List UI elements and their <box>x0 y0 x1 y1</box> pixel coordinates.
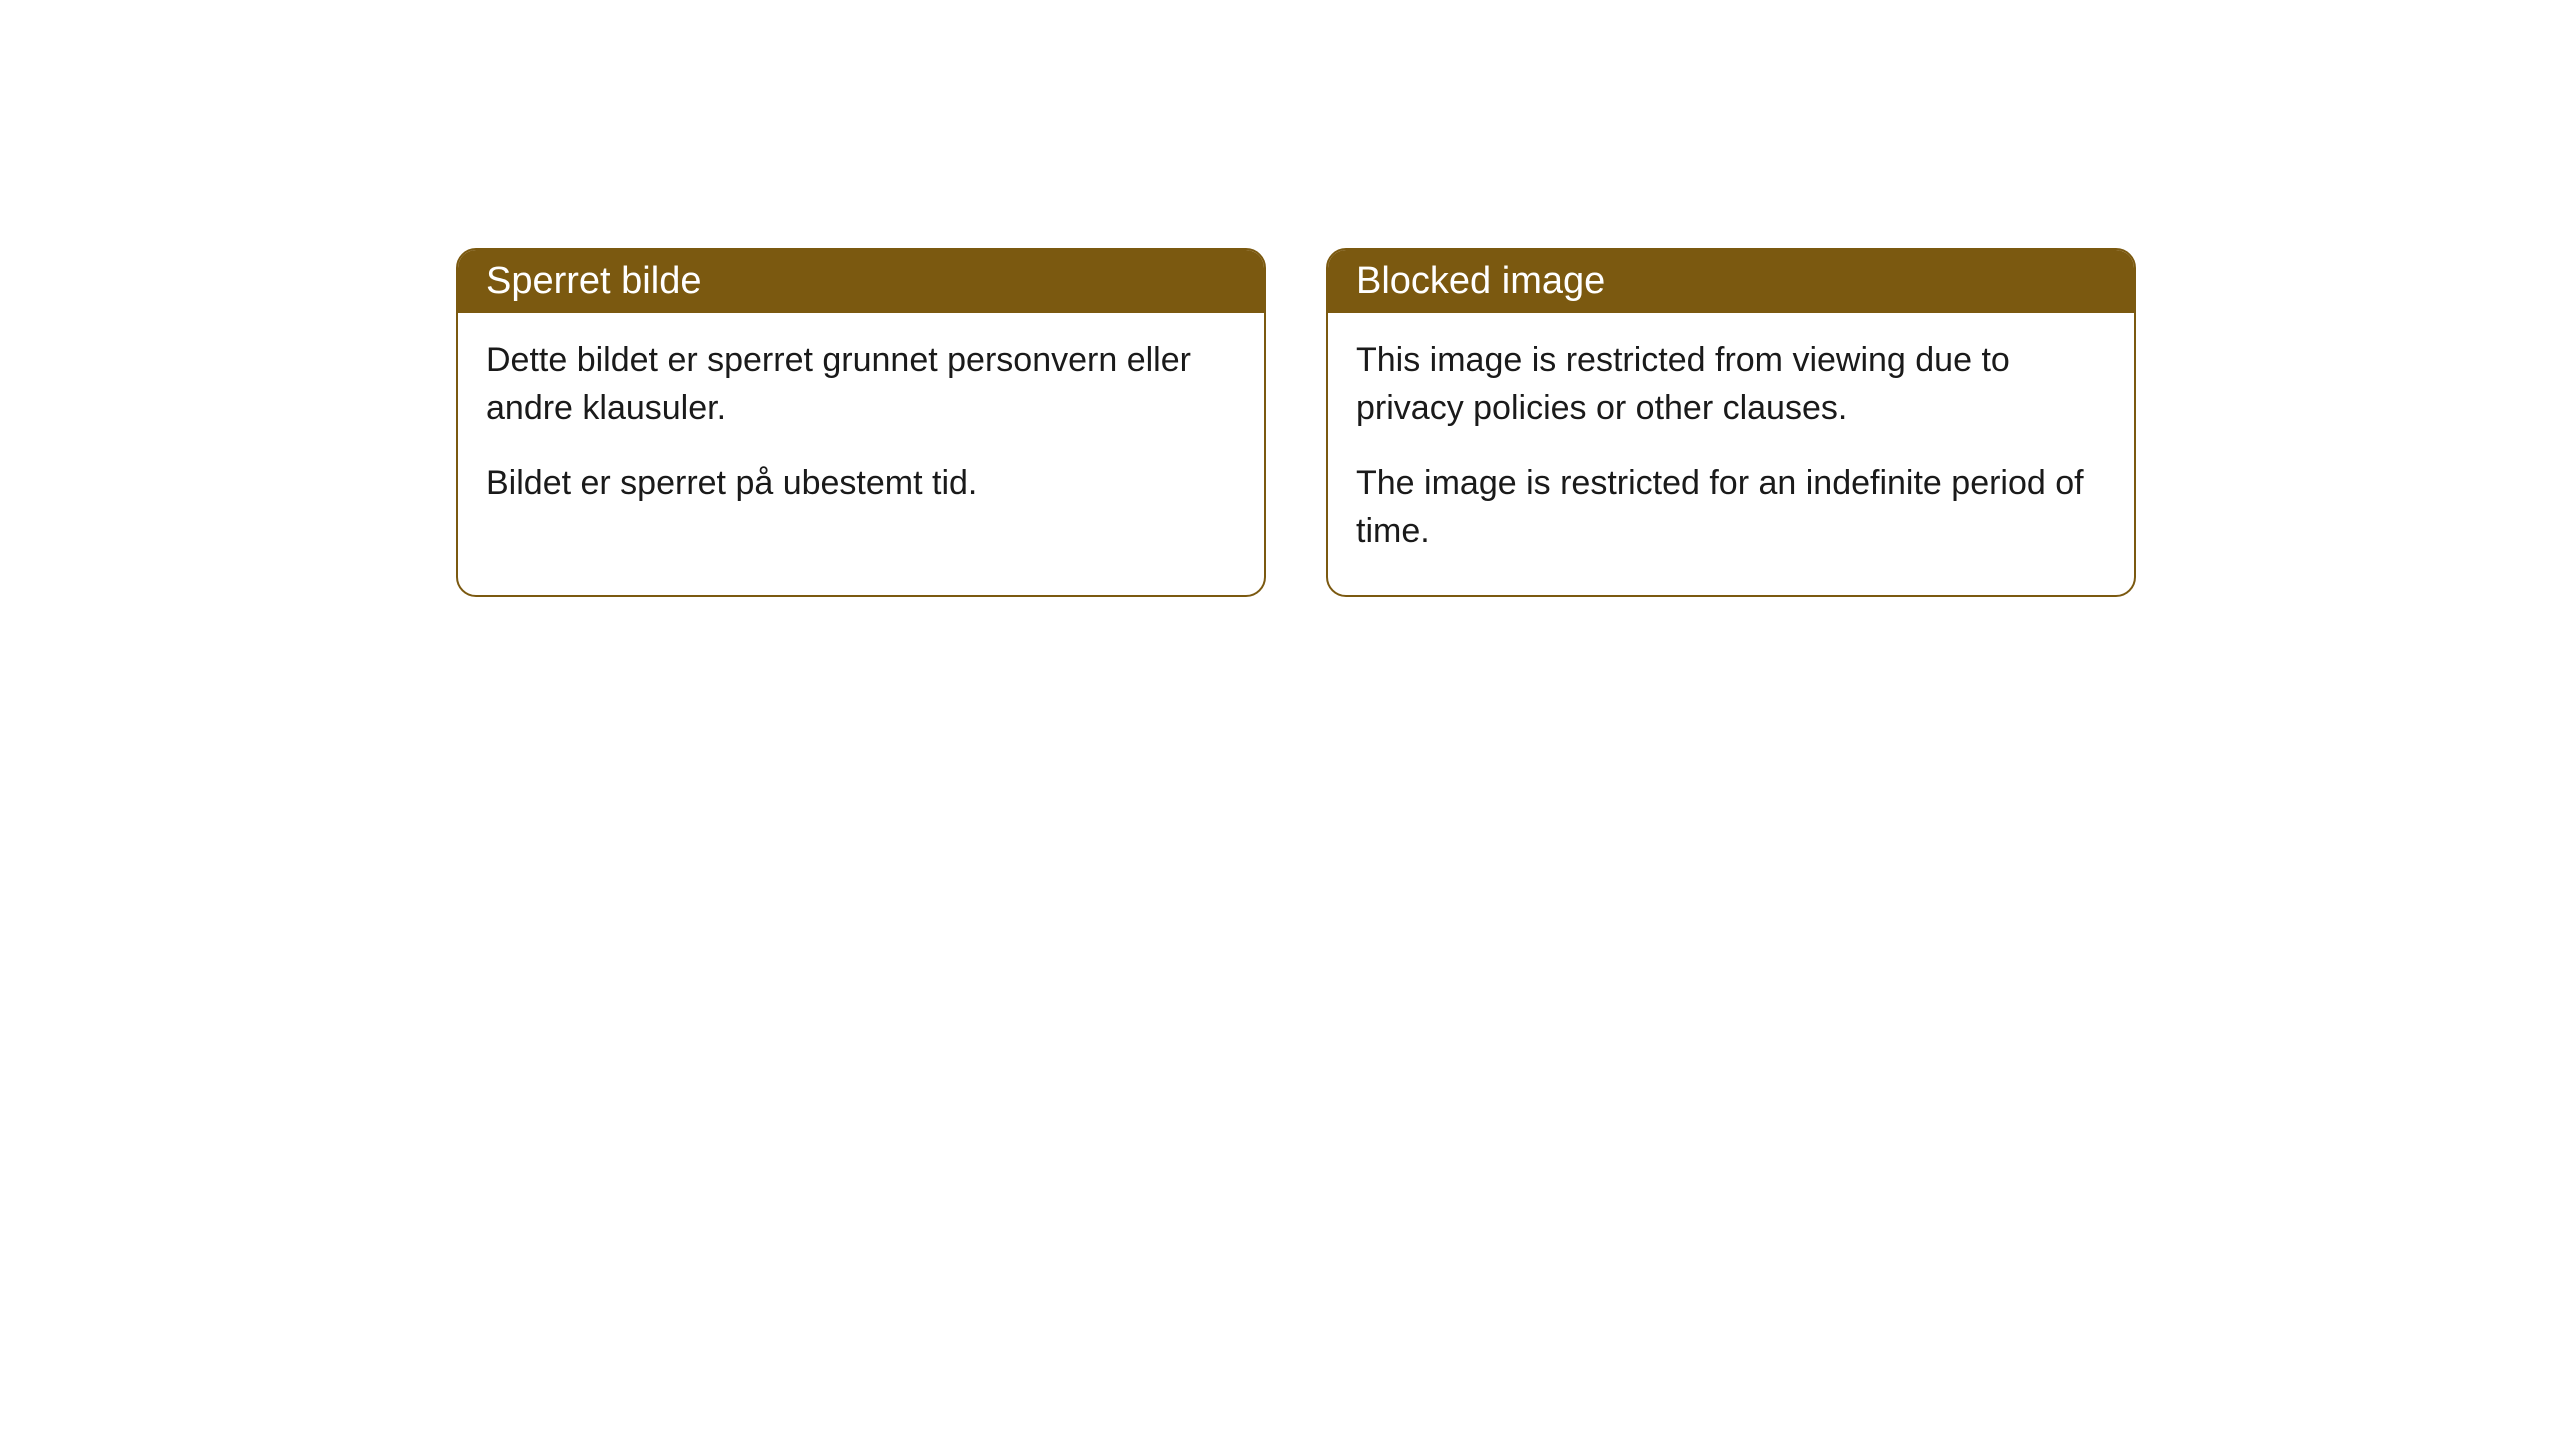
card-title: Blocked image <box>1356 260 1605 302</box>
card-title: Sperret bilde <box>486 260 701 302</box>
card-paragraph: The image is restricted for an indefinit… <box>1356 460 2106 555</box>
card-paragraph: Dette bildet er sperret grunnet personve… <box>486 337 1236 432</box>
card-body-english: This image is restricted from viewing du… <box>1328 313 2134 595</box>
card-header-norwegian: Sperret bilde <box>458 250 1264 313</box>
card-header-english: Blocked image <box>1328 250 2134 313</box>
notice-card-english: Blocked image This image is restricted f… <box>1326 248 2136 597</box>
notice-card-norwegian: Sperret bilde Dette bildet er sperret gr… <box>456 248 1266 597</box>
card-paragraph: This image is restricted from viewing du… <box>1356 337 2106 432</box>
notice-cards-container: Sperret bilde Dette bildet er sperret gr… <box>456 248 2136 597</box>
card-paragraph: Bildet er sperret på ubestemt tid. <box>486 460 1236 508</box>
card-body-norwegian: Dette bildet er sperret grunnet personve… <box>458 313 1264 548</box>
